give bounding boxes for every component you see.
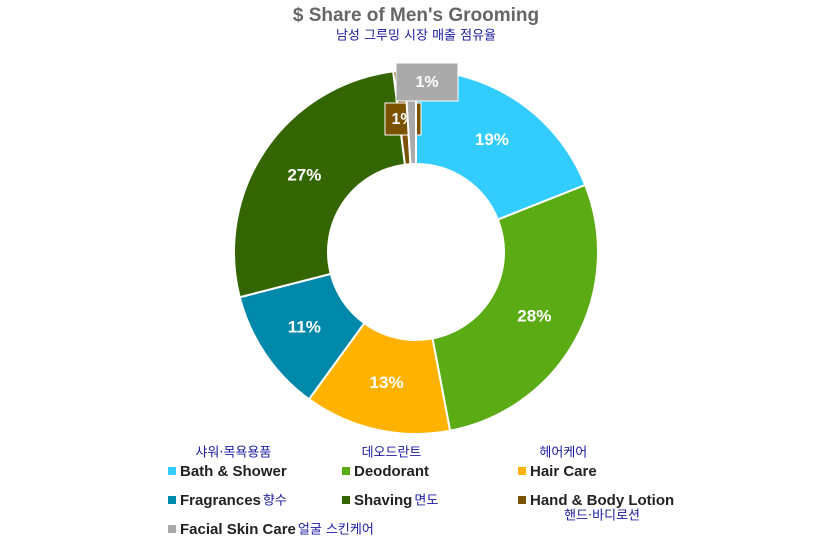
legend-swatch [342, 496, 350, 504]
legend-swatch [342, 467, 350, 475]
chart-subtitle: 남성 그루밍 시장 매출 점유율 [336, 29, 496, 44]
legend-label: Deodorant [354, 463, 429, 480]
legend-label: Fragrances [180, 492, 261, 509]
legend-label: Facial Skin Care [180, 521, 296, 538]
donut-slice [233, 70, 407, 299]
legend-label: Bath & Shower [180, 463, 287, 480]
data-label: 27% [287, 166, 321, 185]
legend-annotation: 면도 [414, 494, 438, 509]
donut-slice [431, 183, 599, 432]
legend-annotation: 핸드·바디로션 [564, 508, 640, 524]
legend-swatch [518, 496, 526, 504]
chart-title: $ Share of Men's Grooming [293, 5, 539, 26]
legend-label: Shaving [354, 492, 412, 509]
data-label: 28% [517, 307, 551, 326]
data-label: 19% [475, 130, 509, 149]
legend-annotation: 얼굴 스킨케어 [298, 523, 374, 538]
legend-annotation: 데오드란트 [362, 446, 422, 461]
data-label: 13% [370, 373, 404, 392]
legend-label: Hair Care [530, 463, 597, 480]
legend-annotation: 샤워·목욕용품 [195, 446, 271, 461]
legend-swatch [168, 467, 176, 475]
legend-swatch [518, 467, 526, 475]
donut-slice [415, 68, 587, 221]
data-label: 1% [415, 74, 438, 91]
legend-annotation: 향수 [263, 494, 287, 509]
legend-annotation: 헤어케어 [539, 446, 587, 461]
data-label-box [395, 62, 459, 102]
data-label: 11% [288, 317, 321, 336]
legend-swatch [168, 496, 176, 504]
legend-swatch [168, 525, 176, 533]
legend-label: Hand & Body Lotion [530, 492, 674, 509]
